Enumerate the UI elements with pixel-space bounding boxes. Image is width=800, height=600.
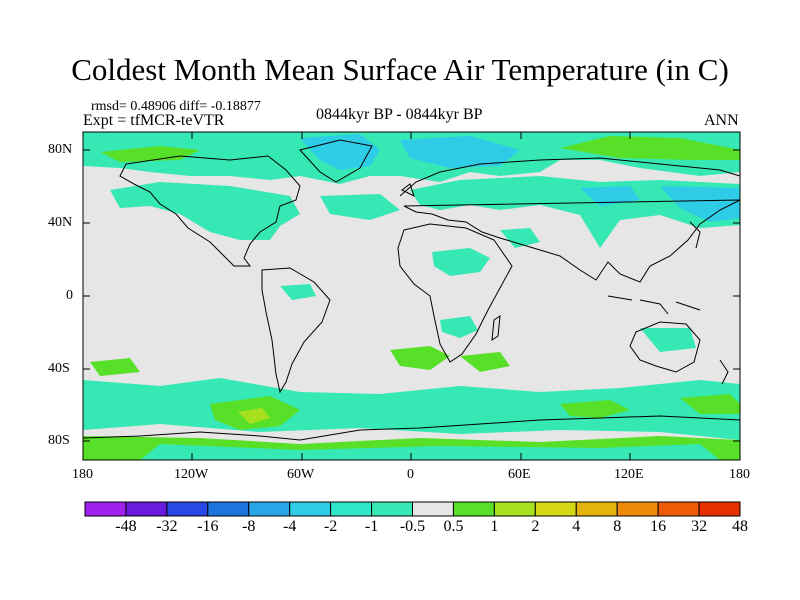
- colorbar-swatch: [616, 501, 659, 517]
- colorbar-tick-label: 48: [732, 518, 748, 535]
- x-tick-label: 120E: [614, 467, 644, 482]
- antarctic-interior-cool: [140, 444, 720, 460]
- arctic-warm-patch: [560, 136, 740, 160]
- eurasia-cool-band: [410, 176, 740, 248]
- coast-north-america: [119, 155, 301, 267]
- indian-ocean-warm-patch: [460, 352, 510, 372]
- arctic-warm-patch-west: [100, 146, 200, 162]
- colorbar-swatch: [698, 501, 741, 517]
- colorbar-tick-label: -4: [283, 518, 297, 535]
- colorbar-tick-label: -16: [197, 518, 219, 535]
- siberia-cold-region: [400, 136, 520, 168]
- colorbar-tick-label: -2: [323, 518, 338, 535]
- period-label: 0844kyr BP - 0844kyr BP: [316, 106, 483, 123]
- colorbar-tick-label: -1: [364, 518, 379, 535]
- experiment-label: Expt = tfMCR-teVTR: [83, 112, 225, 129]
- colorbar-tick-label: -0.5: [399, 518, 426, 535]
- central-africa-cool-patch: [440, 316, 478, 338]
- colorbar-swatch: [84, 501, 127, 517]
- south-america-cool-patch: [280, 284, 316, 300]
- colorbar-tick-label: -48: [115, 518, 137, 535]
- coast-greenland: [299, 139, 373, 183]
- australia-cool-patch: [640, 328, 696, 352]
- colorbar-swatch: [166, 501, 209, 517]
- greenland-cold-region: [300, 134, 380, 170]
- atlantic-cool-patch: [320, 194, 400, 220]
- y-tick-label: 80N: [48, 142, 73, 157]
- central-asia-cold-core: [580, 186, 640, 206]
- coast-madagascar: [491, 314, 501, 342]
- colorbar-tick-label: 0.5: [443, 518, 464, 535]
- stats-text: rmsd= 0.48906 diff= -0.18877: [91, 99, 261, 114]
- axis-ticks: [82, 132, 741, 460]
- x-tick-label: 60W: [287, 467, 315, 482]
- colorbar-swatch: [575, 501, 618, 517]
- coast-japan: [689, 221, 701, 249]
- colorbar-swatch: [412, 501, 454, 517]
- colorbar-tick-label: -8: [242, 518, 256, 535]
- x-tick-label: 180: [729, 467, 750, 482]
- season-label: ANN: [704, 112, 739, 129]
- coastlines: [82, 139, 741, 441]
- colorbar-tick-label: 4: [572, 518, 581, 535]
- colorbar: [84, 501, 741, 517]
- colorbar-swatch: [289, 501, 332, 517]
- coast-antarctica: [82, 415, 741, 441]
- x-tick-label: 0: [407, 467, 414, 482]
- colorbar-swatch: [534, 501, 577, 517]
- coast-new-zealand: [719, 359, 729, 385]
- colorbar-tick-label: 32: [691, 518, 708, 535]
- colorbar-swatch: [657, 501, 700, 517]
- colorbar-swatch: [452, 501, 495, 517]
- south-pacific-warm-patch: [90, 358, 140, 376]
- coast-africa: [397, 223, 513, 363]
- colorbar-tick-label: -32: [156, 518, 178, 535]
- east-asia-cold-core: [660, 186, 740, 222]
- colorbar-tick-label: 2: [531, 518, 540, 535]
- x-tick-label: 180: [72, 467, 93, 482]
- x-tick-label: 120W: [174, 467, 209, 482]
- colorbar-swatch: [248, 501, 291, 517]
- y-tick-label: 80S: [48, 433, 70, 448]
- colorbar-tick-label: 1: [490, 518, 499, 535]
- y-tick-label: 0: [66, 288, 73, 303]
- colorbar-swatch: [125, 501, 168, 517]
- antarctic-warm-zone-far-east: [680, 394, 740, 414]
- coast-indonesia: [607, 295, 701, 315]
- south-atlantic-warm-patch: [390, 346, 450, 370]
- colorbar-swatch: [207, 501, 250, 517]
- anomaly-field: [83, 132, 740, 460]
- coast-uk: [401, 183, 415, 197]
- coast-australia: [629, 321, 701, 373]
- x-tick-label: 60E: [508, 467, 531, 482]
- antarctic-warm-zone-east: [560, 400, 630, 418]
- y-tick-label: 40N: [48, 215, 73, 230]
- coast-south-america: [261, 267, 331, 394]
- colorbar-tick-label: 8: [613, 518, 622, 535]
- y-tick-label: 40S: [48, 361, 70, 376]
- north-pacific-cool-patch: [190, 204, 260, 230]
- coast-europe-asia: [399, 157, 741, 283]
- chart-title: Coldest Month Mean Surface Air Temperatu…: [71, 52, 729, 87]
- colorbar-swatch: [330, 501, 373, 517]
- colorbar-tick-label: 16: [650, 518, 667, 535]
- arabia-cool-patch: [500, 228, 540, 248]
- colorbar-swatch: [493, 501, 536, 517]
- colorbar-swatch: [371, 501, 413, 517]
- sahara-cool-patch: [432, 248, 490, 276]
- antarctic-yellowgreen-core: [238, 408, 270, 424]
